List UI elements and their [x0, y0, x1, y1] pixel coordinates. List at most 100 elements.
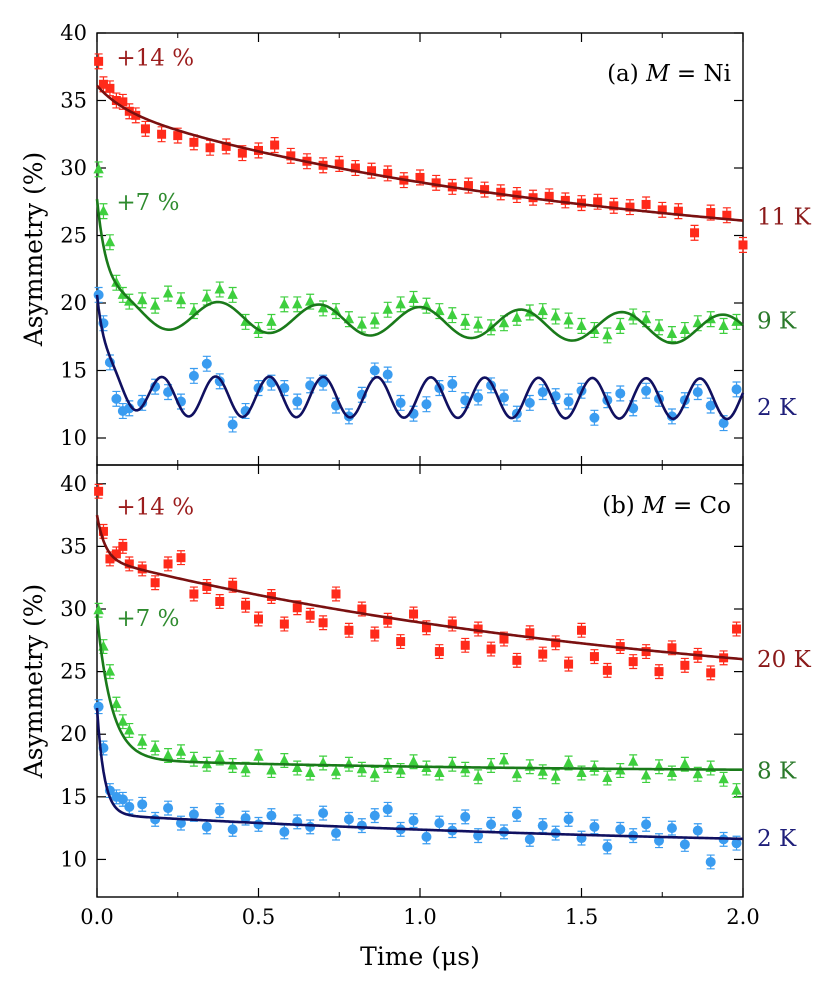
data-point	[525, 628, 535, 638]
data-point	[201, 291, 213, 302]
data-point	[480, 185, 490, 195]
data-point	[162, 287, 174, 298]
data-point	[330, 765, 342, 776]
data-point	[175, 294, 187, 305]
data-point	[111, 698, 122, 709]
data-point	[679, 324, 691, 334]
data-point	[673, 206, 683, 216]
data-point	[395, 764, 406, 775]
data-point	[93, 604, 104, 615]
data-point	[654, 667, 664, 677]
data-point	[367, 166, 377, 176]
data-point	[640, 313, 652, 324]
data-point	[214, 283, 225, 294]
data-point	[370, 629, 380, 639]
data-point	[98, 526, 108, 536]
data-point	[563, 757, 574, 768]
data-point	[104, 665, 116, 676]
data-point	[104, 236, 116, 247]
data-point	[732, 624, 742, 634]
offset-label: +14 %	[116, 494, 194, 520]
fit-curve	[95, 615, 744, 772]
data-point	[593, 197, 603, 207]
data-point	[666, 328, 678, 339]
data-point	[173, 131, 183, 141]
x-tick-label: 1.5	[565, 905, 598, 929]
data-point	[382, 759, 393, 770]
data-point	[286, 151, 296, 161]
data-point	[369, 365, 380, 376]
y-tick-label: 35	[60, 89, 87, 113]
data-point	[382, 369, 393, 380]
data-point	[641, 819, 652, 830]
data-point	[318, 618, 328, 628]
data-point	[692, 768, 703, 779]
temperature-label: 20 K	[757, 647, 812, 673]
data-point	[731, 784, 742, 795]
data-point	[305, 610, 315, 620]
data-point	[653, 321, 665, 332]
data-point	[705, 400, 716, 411]
data-point	[537, 820, 548, 831]
y-tick-label: 20	[60, 722, 87, 746]
data-point	[356, 820, 367, 831]
fit-curve	[95, 294, 745, 421]
data-point	[722, 210, 732, 220]
data-point	[415, 172, 425, 182]
data-point	[511, 809, 522, 820]
data-point	[434, 818, 445, 829]
data-point	[318, 808, 329, 819]
data-point	[738, 240, 748, 250]
data-point	[473, 830, 484, 841]
data-point	[498, 754, 510, 765]
data-point	[627, 755, 639, 766]
data-point	[214, 752, 225, 763]
data-point	[94, 486, 104, 496]
data-point	[615, 824, 626, 835]
data-point	[512, 190, 522, 200]
data-point	[227, 288, 238, 299]
data-point	[369, 314, 380, 325]
data-point	[266, 315, 277, 326]
data-point	[690, 228, 700, 238]
data-point	[498, 317, 510, 328]
data-point	[369, 768, 380, 779]
data-point	[560, 195, 570, 205]
data-point	[576, 319, 587, 330]
data-point	[117, 794, 128, 805]
data-point	[563, 396, 574, 407]
data-point	[447, 758, 458, 769]
data-point	[188, 809, 199, 820]
series-8k	[93, 602, 744, 799]
data-point	[240, 813, 251, 824]
data-point	[304, 767, 316, 778]
data-point	[254, 614, 263, 624]
data-point	[237, 148, 247, 158]
data-point	[383, 168, 393, 178]
data-point	[667, 643, 677, 653]
data-point	[434, 767, 445, 778]
data-point	[383, 615, 393, 625]
data-point	[98, 205, 109, 216]
series-2k	[93, 699, 744, 870]
data-point	[137, 735, 148, 746]
y-tick-label: 35	[60, 534, 87, 558]
data-point	[706, 208, 716, 218]
data-point	[679, 839, 690, 850]
data-point	[498, 392, 509, 403]
data-point	[625, 202, 635, 212]
data-point	[602, 329, 613, 340]
data-point	[240, 763, 251, 774]
data-point	[718, 773, 729, 784]
y-tick-label: 40	[60, 472, 87, 496]
data-point	[718, 319, 729, 330]
data-point	[188, 370, 199, 381]
data-point	[117, 715, 129, 726]
data-point	[279, 383, 290, 394]
data-point	[692, 387, 703, 398]
data-point	[434, 647, 444, 657]
data-point	[447, 309, 458, 320]
y-tick-label: 20	[60, 291, 87, 315]
data-point	[205, 143, 215, 153]
offset-label: +7 %	[116, 190, 179, 216]
